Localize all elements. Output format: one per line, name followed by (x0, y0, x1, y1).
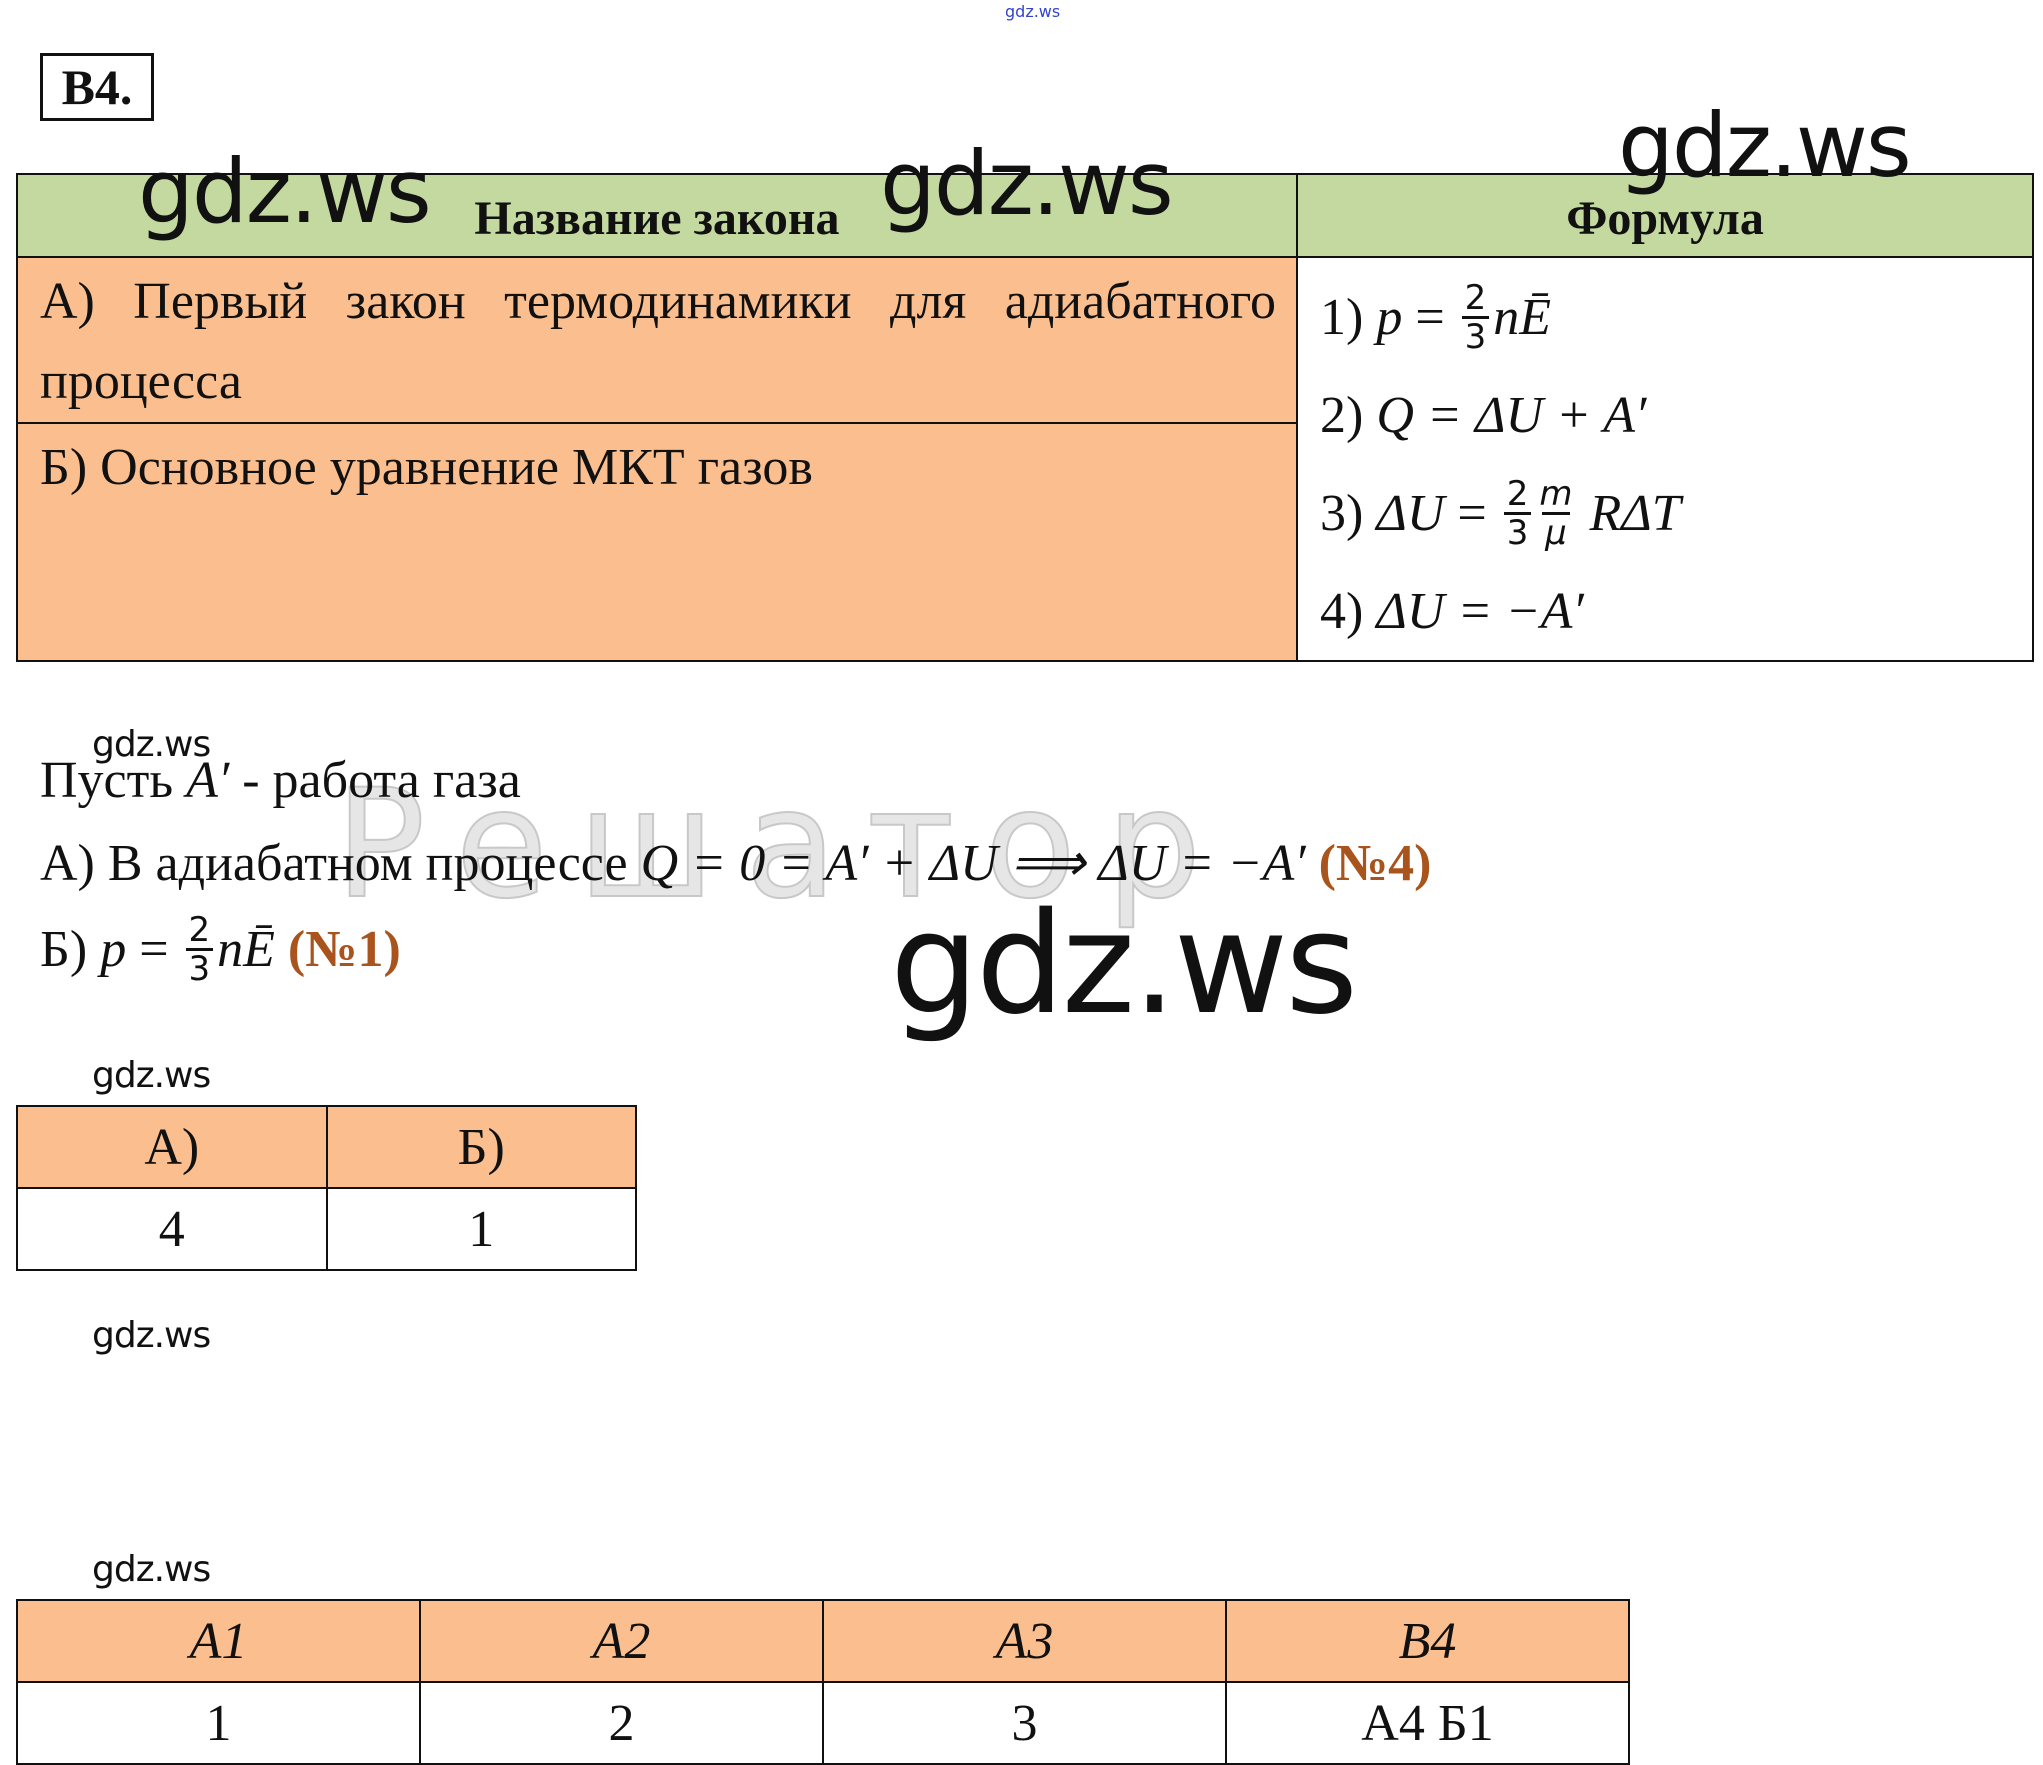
equals: = (1402, 288, 1458, 346)
watermark: gdz.ws (92, 1315, 211, 1356)
answer-value: 1 (325, 1187, 637, 1271)
formula-lhs: ΔU (1376, 484, 1445, 542)
formula-text: ΔU = −A′ (1376, 582, 1584, 640)
formula-number: 3) (1320, 484, 1377, 542)
formula: Q = 0 = A′ + ΔU ⟹ ΔU = −A′ (640, 835, 1306, 892)
numerator: 2 (1464, 277, 1487, 318)
answer-ref: (№1) (274, 920, 401, 978)
summary-header: A2 (419, 1599, 824, 1683)
law-a: А) Первый закон термодинамики для адиаба… (16, 255, 1298, 425)
equals: = (126, 920, 182, 978)
variable: A′ (186, 752, 230, 809)
answer-ref: (№4) (1305, 835, 1432, 892)
header-formula: Формула (1296, 173, 2034, 258)
watermark: gdz.ws (890, 883, 1358, 1046)
summary-header: A1 (16, 1599, 421, 1683)
solution-line-1: Пусть A′ - работа газа (40, 755, 521, 807)
answer-header: Б) (325, 1105, 637, 1189)
header-law-name: Название закона (16, 173, 1298, 258)
watermark: gdz.ws (138, 140, 432, 243)
formula-lhs: p (1376, 288, 1403, 346)
text: - работа газа (229, 752, 521, 809)
answer-table: А) Б) 4 1 (16, 1105, 637, 1271)
formula-rest: RΔT (1576, 484, 1681, 542)
answer-header: А) (16, 1105, 328, 1189)
summary-value: А4 Б1 (1225, 1681, 1630, 1765)
main-table: Название закона Формула А) Первый закон … (16, 173, 2034, 662)
summary-header: A3 (822, 1599, 1227, 1683)
formula-number: 1) (1320, 288, 1377, 346)
answer-value: 4 (16, 1187, 328, 1271)
denominator: 3 (1503, 511, 1532, 551)
ghost-watermark: Решатор (334, 758, 1232, 932)
formula-rest: nĒ (217, 920, 275, 978)
watermark: gdz.ws (92, 1055, 211, 1096)
denominator: 3 (185, 948, 214, 987)
watermark: gdz.ws (92, 724, 211, 765)
task-label: B4. (40, 53, 154, 121)
summary-value: 3 (822, 1681, 1227, 1765)
numerator: 2 (188, 910, 211, 950)
formula-text: Q = ΔU + A′ (1376, 386, 1647, 444)
numerator: m (1539, 473, 1573, 514)
watermark: gdz.ws (92, 1549, 211, 1590)
formula-number: 4) (1320, 582, 1377, 640)
formula-number: 2) (1320, 386, 1377, 444)
watermark: gdz.ws (880, 132, 1174, 235)
solution-line-2: А) В адиабатном процессе Q = 0 = A′ + ΔU… (40, 838, 1432, 890)
summary-value: 2 (419, 1681, 824, 1765)
numerator: 2 (1506, 473, 1529, 514)
top-watermark: gdz.ws (1005, 2, 1061, 21)
summary-header: B4 (1225, 1599, 1630, 1683)
text: Пусть (40, 752, 187, 809)
text: А) В адиабатном процессе (40, 835, 641, 892)
formula-rest: nĒ (1493, 288, 1552, 346)
watermark: gdz.ws (1618, 94, 1912, 197)
formula-lhs: p (100, 920, 127, 978)
law-b: Б) Основное уравнение МКТ газов (16, 422, 1298, 662)
denominator: 3 (1461, 315, 1490, 355)
summary-value: 1 (16, 1681, 421, 1765)
formula-2: 2) Q = ΔU + A′ (1320, 366, 2032, 464)
summary-table: A1 A2 A3 B4 1 2 3 А4 Б1 (16, 1599, 1630, 1765)
text: Б) (40, 920, 101, 978)
equals: = (1444, 484, 1500, 542)
formula-4: 4) ΔU = −A′ (1320, 562, 2032, 660)
denominator: μ (1542, 511, 1570, 551)
